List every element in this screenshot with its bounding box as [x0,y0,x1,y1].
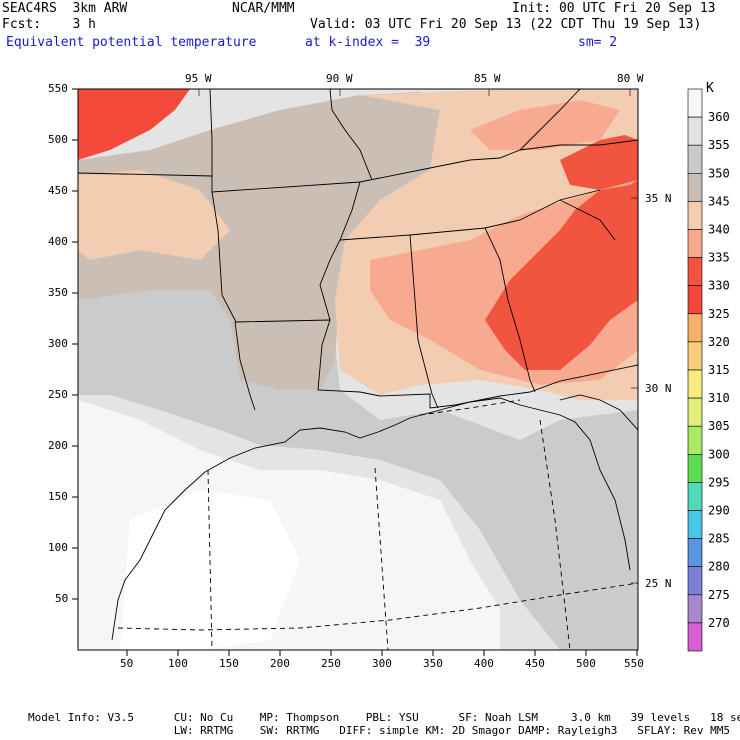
colorbar-label: 310 [708,391,730,405]
y-tick-label: 50 [55,592,69,605]
colorbar-label: 320 [708,335,730,349]
colorbar-swatch [687,88,703,118]
field-330-region [485,180,638,370]
forecast-hour: Fcst: 3 h [2,17,96,32]
colorbar-label: 295 [708,475,730,489]
model-info-line-1: Model Info: V3.5 CU: No Cu MP: Thompson … [28,711,740,724]
y-tick-label: 500 [48,133,68,146]
y-tick-label: 350 [48,286,68,299]
x-tick-label: 200 [270,657,290,670]
lon-label: 95 W [185,72,212,85]
colorbar-label: 300 [708,447,730,461]
colorbar-swatch [687,622,703,652]
y-tick-label: 150 [48,490,68,503]
y-tick-label: 300 [48,337,68,350]
colorbar-swatch [687,313,703,343]
lat-label: 25 N [645,577,672,590]
organization: NCAR/MMM [232,1,295,16]
colorbar-label: 345 [708,194,730,208]
model-info-line-2: LW: RRTMG SW: RRTMG DIFF: simple KM: 2D … [28,724,730,737]
state-boundaries [78,89,638,641]
y-tick-label: 400 [48,235,68,248]
lat-lon-ticks [198,89,638,584]
colorbar-label: 270 [708,616,730,630]
plot-frame [77,88,639,651]
colorbar-label: 315 [708,363,730,377]
lon-label: 85 W [474,72,501,85]
colorbar-swatch [687,538,703,567]
x-tick-label: 100 [168,657,188,670]
colorbar-swatch [687,566,703,596]
field-name: Equivalent potential temperature [6,35,257,50]
colorbar-swatch [687,285,703,315]
x-tick-label: 500 [576,657,596,670]
domain-outline [117,399,638,650]
colorbar-label: 355 [708,138,730,152]
colorbar-swatch [687,594,703,624]
y-tick-label: 200 [48,439,68,452]
level-info: at k-index = 39 [305,35,431,50]
model-title: SEAC4RS 3km ARW [2,1,128,16]
y-tick-label: 100 [48,541,68,554]
x-tick-label: 350 [423,657,443,670]
lon-label: 90 W [326,72,353,85]
colorbar-label: 340 [708,223,730,237]
colorbar-label: 330 [708,279,730,293]
colorbar-label: 335 [708,251,730,265]
y-tick-label: 550 [48,82,68,95]
colorbar-label: 350 [708,166,730,180]
colorbar-label: 360 [708,110,730,124]
x-tick-label: 150 [219,657,239,670]
colorbar: 360 355 350 345 340 335 330 325 320 315 310 305 300 2… [687,88,730,652]
lat-label: 30 N [645,382,672,395]
colorbar-label: 325 [708,307,730,321]
x-tick-label: 300 [372,657,392,670]
colorbar-swatch [687,173,703,202]
colorbar-swatch [687,257,703,287]
colorbar-unit: K [706,81,714,96]
x-tick-label: 450 [525,657,545,670]
lon-label: 80 W [617,72,644,85]
colorbar-swatch [687,510,703,539]
colorbar-swatch [687,397,703,427]
x-tick-label: 250 [321,657,341,670]
colorbar-swatch [687,201,703,230]
colorbar-swatch [687,425,703,455]
field-345-region [78,92,440,390]
field-325-region [78,89,190,160]
x-tick-label: 400 [474,657,494,670]
field-350-region [78,240,638,650]
x-tick-label: 50 [120,657,134,670]
colorbar-swatch [687,341,703,371]
lat-label: 35 N [645,192,672,205]
smoothing-info: sm= 2 [578,35,618,50]
y-tick-label: 450 [48,184,68,197]
colorbar-swatch [687,369,703,399]
colorbar-label: 280 [708,560,730,574]
valid-time: Valid: 03 UTC Fri 20 Sep 13 (22 CDT Thu … [310,17,702,32]
colorbar-swatch [687,453,703,483]
colorbar-label: 290 [708,504,730,518]
init-time: Init: 00 UTC Fri 20 Sep 13 [512,1,716,16]
axis-ticks [72,88,638,656]
map-plot-area [78,89,638,650]
colorbar-swatch [687,229,703,258]
colorbar-label: 275 [708,588,730,602]
y-tick-label: 250 [48,388,68,401]
colorbar-swatch [687,144,703,174]
colorbar-swatch [687,482,703,511]
colorbar-swatch [687,116,703,146]
x-tick-label: 550 [624,657,644,670]
colorbar-label: 285 [708,532,730,546]
colorbar-label: 305 [708,419,730,433]
